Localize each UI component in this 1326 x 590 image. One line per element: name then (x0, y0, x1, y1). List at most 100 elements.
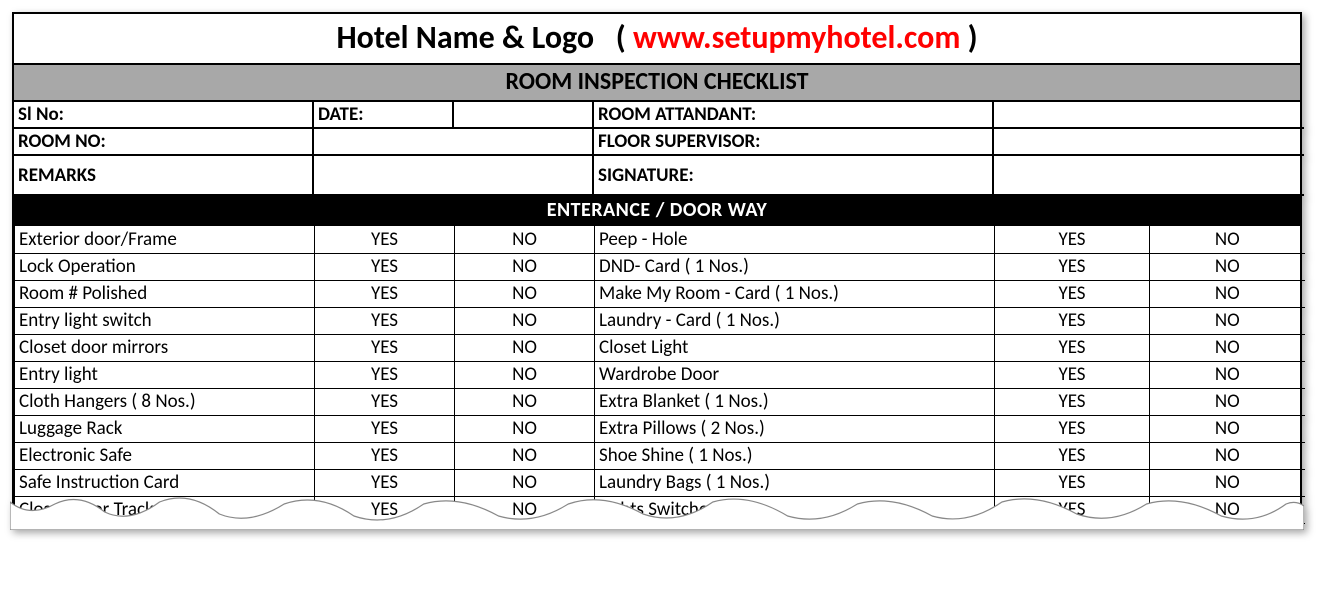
table-row: Closet Door TracksYESNOLights SwitchesYE… (15, 496, 1305, 523)
no-cell: NO (1150, 469, 1305, 496)
no-cell: NO (1150, 496, 1305, 523)
no-cell: NO (455, 496, 595, 523)
no-cell: NO (1150, 334, 1305, 361)
floor-supervisor-label: FLOOR SUPERVISOR: (594, 129, 994, 156)
checklist-sheet: Hotel Name & Logo ( www.setupmyhotel.com… (12, 12, 1302, 526)
no-cell: NO (455, 415, 595, 442)
no-cell: NO (1150, 415, 1305, 442)
room-attendant-label: ROOM ATTANDANT: (594, 102, 994, 129)
checklist-item-right: Wardrobe Door (595, 361, 995, 388)
checklist-item-left: Lock Operation (15, 253, 315, 280)
table-row: Lock OperationYESNODND- Card ( 1 Nos.)YE… (15, 253, 1305, 280)
no-cell: NO (455, 307, 595, 334)
no-cell: NO (1150, 307, 1305, 334)
table-row: Cloth Hangers ( 8 Nos.)YESNOExtra Blanke… (15, 388, 1305, 415)
checklist-table: Exterior door/FrameYESNOPeep - HoleYESNO… (14, 226, 1305, 524)
table-row: Closet door mirrorsYESNOCloset LightYESN… (15, 334, 1305, 361)
title-paren-close: ) (968, 18, 978, 57)
title-paren-open: ( (616, 18, 626, 57)
yes-cell: YES (995, 226, 1150, 253)
no-cell: NO (1150, 253, 1305, 280)
yes-cell: YES (995, 388, 1150, 415)
subtitle: ROOM INSPECTION CHECKLIST (14, 65, 1300, 102)
checklist-item-right: Closet Light (595, 334, 995, 361)
checklist-item-left: Entry light switch (15, 307, 315, 334)
date-value (454, 102, 594, 129)
section-header: ENTERANCE / DOOR WAY (14, 196, 1300, 226)
yes-cell: YES (995, 442, 1150, 469)
yes-cell: YES (315, 307, 455, 334)
yes-cell: YES (995, 469, 1150, 496)
checklist-item-left: Room # Polished (15, 280, 315, 307)
checklist-item-left: Electronic Safe (15, 442, 315, 469)
checklist-item-left: Safe Instruction Card (15, 469, 315, 496)
no-cell: NO (455, 388, 595, 415)
table-row: Entry light switchYESNOLaundry - Card ( … (15, 307, 1305, 334)
table-row: Exterior door/FrameYESNOPeep - HoleYESNO (15, 226, 1305, 253)
yes-cell: YES (995, 334, 1150, 361)
room-no-label: ROOM NO: (14, 129, 314, 156)
remarks-value (314, 156, 594, 196)
no-cell: NO (455, 226, 595, 253)
room-attendant-value (994, 102, 1304, 129)
remarks-label: REMARKS (14, 156, 314, 196)
checklist-item-left: Closet door mirrors (15, 334, 315, 361)
yes-cell: YES (995, 253, 1150, 280)
title-main: Hotel Name & Logo (336, 18, 594, 57)
date-label: DATE: (314, 102, 454, 129)
floor-supervisor-value (994, 129, 1304, 156)
info-row-2: ROOM NO: FLOOR SUPERVISOR: (14, 129, 1300, 156)
yes-cell: YES (995, 280, 1150, 307)
info-row-1: Sl No: DATE: ROOM ATTANDANT: (14, 102, 1300, 129)
table-row: Room # PolishedYESNOMake My Room - Card … (15, 280, 1305, 307)
yes-cell: YES (315, 442, 455, 469)
no-cell: NO (1150, 280, 1305, 307)
checklist-item-right: DND- Card ( 1 Nos.) (595, 253, 995, 280)
checklist-item-left: Cloth Hangers ( 8 Nos.) (15, 388, 315, 415)
checklist-item-right: Laundry - Card ( 1 Nos.) (595, 307, 995, 334)
yes-cell: YES (995, 307, 1150, 334)
yes-cell: YES (315, 334, 455, 361)
checklist-item-right: Extra Pillows ( 2 Nos.) (595, 415, 995, 442)
table-row: Entry lightYESNOWardrobe DoorYESNO (15, 361, 1305, 388)
table-row: Luggage RackYESNOExtra Pillows ( 2 Nos.)… (15, 415, 1305, 442)
table-row: Safe Instruction CardYESNOLaundry Bags (… (15, 469, 1305, 496)
no-cell: NO (1150, 361, 1305, 388)
checklist-item-right: Make My Room - Card ( 1 Nos.) (595, 280, 995, 307)
no-cell: NO (1150, 226, 1305, 253)
no-cell: NO (455, 253, 595, 280)
title-row: Hotel Name & Logo ( www.setupmyhotel.com… (14, 14, 1300, 65)
checklist-item-right: Lights Switches (595, 496, 995, 523)
yes-cell: YES (315, 469, 455, 496)
room-no-value (314, 129, 594, 156)
sl-no-label: Sl No: (14, 102, 314, 129)
yes-cell: YES (315, 226, 455, 253)
no-cell: NO (1150, 442, 1305, 469)
yes-cell: YES (995, 361, 1150, 388)
yes-cell: YES (315, 415, 455, 442)
checklist-item-right: Extra Blanket ( 1 Nos.) (595, 388, 995, 415)
checklist-item-left: Exterior door/Frame (15, 226, 315, 253)
no-cell: NO (1150, 388, 1305, 415)
checklist-item-right: Laundry Bags ( 1 Nos.) (595, 469, 995, 496)
info-row-3: REMARKS SIGNATURE: (14, 156, 1300, 196)
checklist-item-right: Shoe Shine ( 1 Nos.) (595, 442, 995, 469)
table-row: Electronic SafeYESNOShoe Shine ( 1 Nos.)… (15, 442, 1305, 469)
no-cell: NO (455, 361, 595, 388)
yes-cell: YES (315, 361, 455, 388)
no-cell: NO (455, 442, 595, 469)
no-cell: NO (455, 469, 595, 496)
signature-label: SIGNATURE: (594, 156, 994, 196)
title-url: www.setupmyhotel.com (633, 18, 960, 57)
checklist-item-left: Luggage Rack (15, 415, 315, 442)
checklist-item-left: Closet Door Tracks (15, 496, 315, 523)
no-cell: NO (455, 280, 595, 307)
checklist-item-right: Peep - Hole (595, 226, 995, 253)
signature-value (994, 156, 1304, 196)
yes-cell: YES (995, 496, 1150, 523)
yes-cell: YES (995, 415, 1150, 442)
no-cell: NO (455, 334, 595, 361)
yes-cell: YES (315, 253, 455, 280)
checklist-item-left: Entry light (15, 361, 315, 388)
yes-cell: YES (315, 280, 455, 307)
